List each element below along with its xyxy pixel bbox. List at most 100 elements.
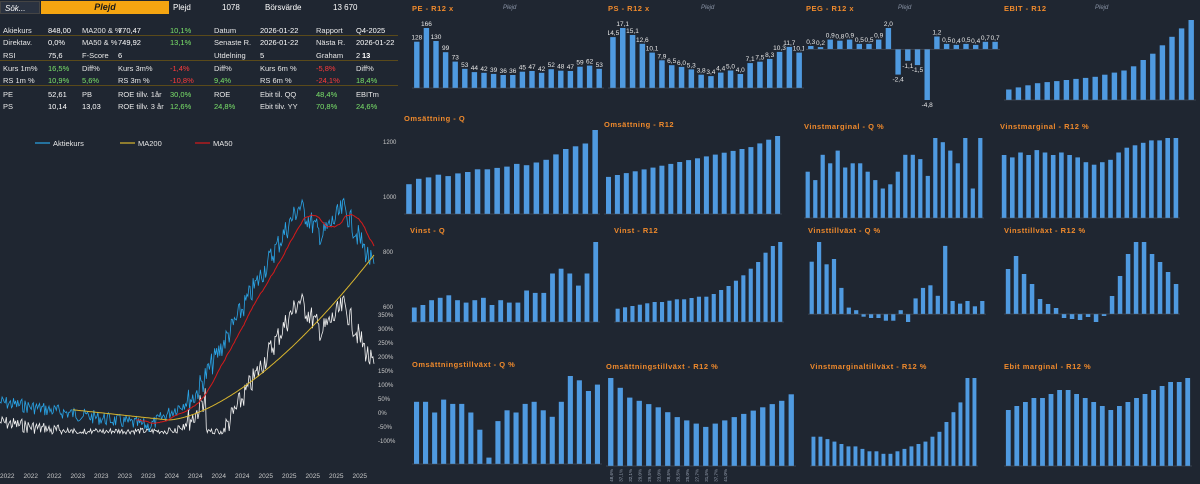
- bar: [450, 403, 456, 464]
- x-axis-tick: 2025: [259, 473, 274, 480]
- bar: [596, 68, 602, 88]
- bar-chart-ebitm_r12: [1004, 378, 1192, 467]
- bar: [696, 296, 701, 322]
- bar: [828, 163, 833, 218]
- bar: [548, 69, 554, 88]
- bar: [906, 314, 911, 322]
- x-axis-tick: 2024: [212, 473, 227, 480]
- data-label: 0,2: [816, 40, 825, 47]
- kpi-cell: 848,00: [48, 26, 71, 35]
- bar: [1173, 138, 1179, 218]
- x-axis-tick: 2022: [0, 473, 15, 480]
- bar: [1151, 390, 1156, 466]
- data-label: 128: [412, 35, 423, 42]
- bar: [668, 163, 674, 214]
- x-axis-tick: 2023: [141, 473, 156, 480]
- bar: [1140, 142, 1146, 218]
- bar: [513, 412, 519, 464]
- bar: [423, 28, 430, 88]
- bar: [730, 150, 736, 214]
- bar: [504, 166, 510, 214]
- bar: [1116, 152, 1121, 218]
- bar: [698, 74, 704, 88]
- bar: [529, 71, 535, 88]
- bar: [414, 41, 420, 88]
- data-label: 0,7: [991, 35, 1000, 42]
- x-tick-label: 48,6%: [609, 469, 614, 482]
- search-box[interactable]: Sök...: [0, 1, 40, 14]
- pct-axis-tick: 300%: [378, 327, 394, 333]
- bar: [1023, 402, 1028, 466]
- bar: [630, 306, 635, 322]
- bar: [1069, 314, 1075, 319]
- bar: [727, 70, 734, 88]
- bar: [1059, 152, 1064, 218]
- x-tick-label: 32,1%: [628, 469, 633, 482]
- bar: [880, 188, 885, 218]
- bar: [944, 422, 949, 466]
- bar: [943, 245, 948, 315]
- bar: [1188, 20, 1194, 100]
- bar: [888, 453, 893, 466]
- kpi-cell: Senaste R.: [214, 38, 252, 47]
- bar-chart-omt_r12: 48,6% 37,1% 32,1% 29,0% 29,5% 23,0% 28,5% 29,5%…: [606, 378, 796, 482]
- kpi-cell: Kurs 1m%: [3, 64, 38, 73]
- bar: [867, 451, 872, 466]
- bar: [1082, 77, 1089, 100]
- bar: [796, 52, 802, 88]
- bar: [951, 412, 956, 466]
- data-label: 53: [596, 62, 604, 69]
- bar: [689, 298, 694, 322]
- bar: [930, 436, 935, 466]
- company-select[interactable]: Plejd: [41, 1, 169, 14]
- kpi-cell: PS: [3, 102, 14, 111]
- x-axis-tick: 2025: [306, 473, 321, 480]
- bar: [1015, 87, 1022, 100]
- bar: [843, 167, 848, 218]
- bar: [522, 403, 528, 464]
- bar: [958, 303, 963, 315]
- bar: [820, 154, 825, 218]
- x-tick-label: 29,5%: [675, 469, 680, 482]
- data-label: 0,4: [971, 38, 980, 45]
- bar: [660, 302, 665, 322]
- x-axis-tick: 2024: [235, 473, 250, 480]
- data-label: 17,1: [616, 21, 629, 28]
- bar: [1061, 314, 1067, 318]
- x-tick-label: 29,0%: [637, 469, 642, 482]
- data-label: 14,5: [608, 30, 620, 37]
- kpi-cell: F-Score: [82, 51, 109, 60]
- bar: [955, 163, 960, 218]
- bar: [891, 314, 896, 321]
- bar: [721, 152, 727, 214]
- chart-title-ps: PS - R12 x: [608, 4, 650, 13]
- chart-title-ebitm_r12: Ebit marginal - R12 %: [1004, 362, 1092, 371]
- bar: [646, 404, 652, 466]
- bar: [481, 72, 487, 88]
- data-label: 12,6: [636, 37, 649, 44]
- bar: [770, 246, 775, 322]
- watermark: Plejd: [1095, 5, 1109, 11]
- chart-title-omt_q: Omsättningstillväxt - Q %: [412, 360, 516, 369]
- bar: [948, 150, 953, 218]
- bar: [937, 431, 942, 466]
- bar: [1091, 164, 1097, 218]
- watermark: Plejd: [701, 5, 715, 11]
- bar: [510, 75, 516, 88]
- x-axis-tick: 2025: [353, 473, 368, 480]
- bar: [846, 307, 851, 315]
- bar: [406, 184, 412, 214]
- bar: [1005, 410, 1011, 466]
- data-label: 0,9: [874, 33, 883, 40]
- bar: [606, 176, 611, 214]
- bar: [958, 402, 963, 466]
- bar: [550, 273, 555, 322]
- bar: [1044, 82, 1050, 100]
- bar: [665, 412, 671, 466]
- bar: [686, 160, 692, 214]
- bar: [769, 404, 775, 466]
- bar: [576, 380, 582, 464]
- data-label: 47: [567, 64, 575, 71]
- kpi-cell: 30,0%: [170, 90, 192, 99]
- bar: [688, 69, 695, 88]
